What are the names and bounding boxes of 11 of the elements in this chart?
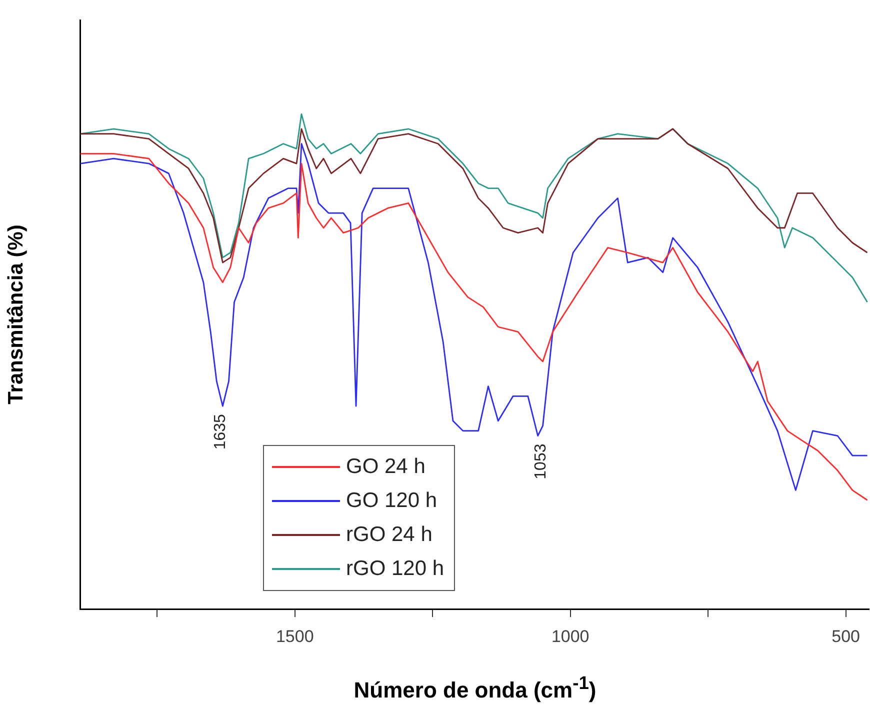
x-tick-label: 1000 [551,626,590,646]
x-tick-label: 1500 [276,626,314,646]
annotation: 1635 [212,414,229,450]
legend-label: GO 24 h [346,455,426,479]
x-tick-label: 500 [832,626,860,646]
legend-label: rGO 24 h [346,523,432,547]
y-axis-title: Transmitância (%) [4,224,28,404]
legend-label: GO 120 h [346,489,438,513]
annotation: 1053 [532,444,550,480]
x-axis-title: Número de onda (cm$^{-1}$) [352,672,598,704]
legend-label: rGO 120 h [346,557,444,581]
